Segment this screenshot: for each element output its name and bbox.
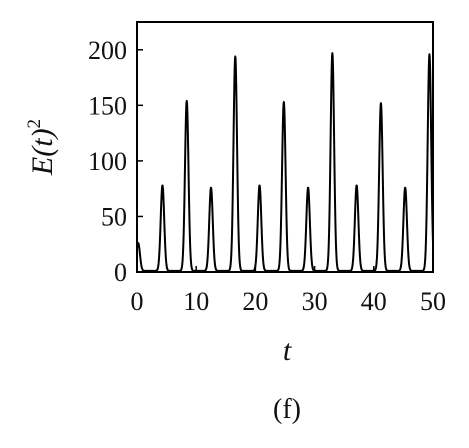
plot-frame bbox=[136, 21, 434, 273]
x-tick-label: 30 bbox=[302, 287, 328, 316]
x-axis-ticks: 0 10 20 30 40 50 bbox=[131, 266, 446, 316]
x-tick-label: 20 bbox=[242, 287, 268, 316]
y-axis-label-base: E(t) bbox=[26, 128, 59, 176]
x-axis-label: t bbox=[283, 334, 292, 367]
x-tick-label: 10 bbox=[183, 287, 209, 316]
y-axis-label-superscript: 2 bbox=[24, 119, 45, 129]
y-tick-label: 50 bbox=[101, 202, 127, 231]
series-line bbox=[136, 52, 434, 272]
y-axis-ticks: 0 50 100 150 200 bbox=[88, 36, 143, 287]
x-tick-label: 40 bbox=[361, 287, 387, 316]
y-tick-label: 100 bbox=[88, 147, 127, 176]
y-tick-label: 150 bbox=[88, 91, 127, 120]
y-axis-label: E(t)2 bbox=[24, 119, 59, 176]
y-tick-label: 200 bbox=[88, 36, 127, 65]
x-tick-label: 0 bbox=[131, 287, 144, 316]
y-tick-label: 0 bbox=[114, 258, 127, 287]
x-tick-label: 50 bbox=[420, 287, 446, 316]
panel-label: (f) bbox=[273, 394, 301, 425]
